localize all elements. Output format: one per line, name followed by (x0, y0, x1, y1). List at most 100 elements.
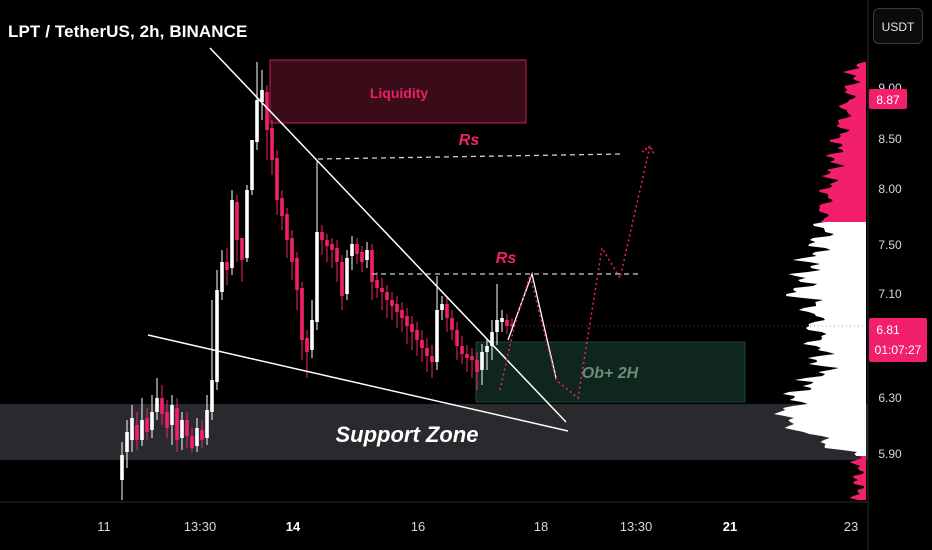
candle-body (230, 200, 234, 268)
candle-body (460, 346, 464, 354)
candle-body (370, 250, 374, 282)
candle-body (205, 410, 209, 438)
price-tick: 8.00 (878, 182, 902, 196)
candle-body (435, 310, 439, 362)
candle-body (465, 354, 469, 358)
candle-body (250, 140, 254, 190)
liquidity-zone (269, 59, 527, 124)
candle-body (225, 262, 229, 270)
candle-body (290, 238, 294, 262)
high-price-label: 8.87 (876, 93, 900, 107)
candle-body (340, 262, 344, 296)
candle-body (480, 352, 484, 370)
candle-body (485, 346, 489, 352)
candle-body (150, 412, 154, 430)
rs-upper-label: Rs (459, 132, 480, 149)
candle-body (475, 360, 479, 372)
candle-body (430, 356, 434, 362)
rs-lower-label: Rs (496, 250, 517, 267)
high-price-badge (869, 89, 907, 109)
price-tick: 8.50 (878, 132, 902, 146)
candle-body (410, 324, 414, 332)
candle-body (235, 202, 239, 240)
time-tick: 16 (411, 519, 425, 534)
projection-white-path (507, 271, 557, 379)
candle-body (440, 304, 444, 310)
volume-profile-pink (818, 62, 866, 500)
candle-body (190, 436, 194, 448)
candle-body (135, 425, 139, 440)
candle-body (415, 330, 419, 340)
candle-body (510, 324, 514, 326)
candle-body (285, 214, 289, 240)
candle-body (220, 262, 224, 292)
time-tick: 18 (534, 519, 548, 534)
candle-body (320, 232, 324, 240)
candle-body (180, 420, 184, 438)
time-tick: 14 (286, 519, 301, 534)
candle-body (335, 248, 339, 262)
candle-body (505, 320, 509, 326)
projection-pink-path (499, 145, 651, 400)
candle-body (355, 244, 359, 254)
candle-body (345, 258, 349, 294)
candle-body (375, 280, 379, 288)
candle-body (360, 252, 364, 262)
candle-body (185, 420, 189, 436)
candle-body (310, 320, 314, 350)
candle-body (240, 238, 244, 260)
candle-body (165, 412, 169, 428)
candle-body (470, 356, 474, 360)
candle-body (260, 90, 264, 102)
time-tick: 13:30 (620, 519, 653, 534)
price-tick: 6.30 (878, 391, 902, 405)
candle-body (200, 430, 204, 440)
candle-body (210, 380, 214, 412)
candle-body (120, 455, 124, 480)
candle-body (270, 128, 274, 160)
candle-body (495, 320, 499, 332)
candle-body (325, 240, 329, 246)
volume-profile-white (773, 222, 866, 456)
time-tick: 13:30 (184, 519, 217, 534)
price-tick: 7.10 (878, 287, 902, 301)
candles (120, 62, 514, 500)
currency-button[interactable]: USDT (873, 8, 923, 44)
support-zone-label: Support Zone (336, 422, 479, 447)
candle-body (245, 190, 249, 258)
candle-body (380, 288, 384, 292)
price-tick: 7.50 (878, 238, 902, 252)
candle-body (305, 338, 309, 352)
candle-body (125, 432, 129, 452)
last-price-badge (869, 318, 927, 362)
candle-body (300, 288, 304, 340)
price-axis[interactable]: 9.00 8.50 8.00 7.50 7.10 6.30 5.90 (878, 81, 902, 461)
candle-body (215, 290, 219, 382)
candle-body (330, 244, 334, 250)
candle-body (420, 340, 424, 348)
candle-body (490, 332, 494, 346)
time-tick: 11 (97, 519, 111, 534)
candle-body (445, 304, 449, 318)
candle-body (350, 244, 354, 256)
candle-body (175, 408, 179, 440)
candle-body (385, 292, 389, 300)
candle-body (365, 250, 369, 260)
candle-body (450, 318, 454, 330)
candle-body (155, 398, 159, 412)
countdown-label: 01:07:27 (875, 343, 922, 357)
candle-body (275, 158, 279, 200)
rs-upper-line (317, 153, 623, 160)
projection-pink-arrowhead (641, 144, 655, 155)
candle-body (130, 418, 134, 440)
candle-body (425, 348, 429, 356)
candle-body (400, 310, 404, 318)
time-axis[interactable]: 11 13:30 14 16 18 13:30 21 23 (97, 519, 858, 534)
wedge-lower-line (147, 334, 569, 432)
candle-body (265, 92, 269, 130)
candle-body (145, 418, 149, 432)
candle-body (160, 398, 164, 414)
candle-body (170, 405, 174, 425)
time-tick: 21 (723, 519, 737, 534)
